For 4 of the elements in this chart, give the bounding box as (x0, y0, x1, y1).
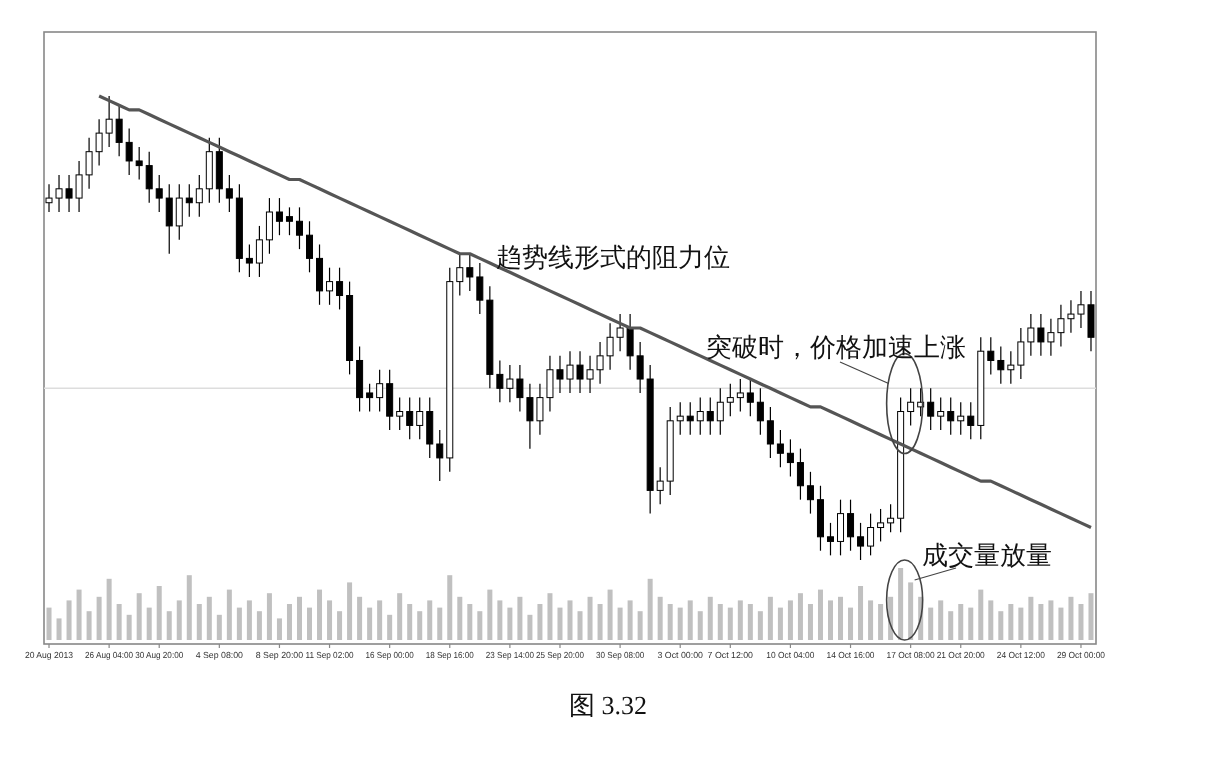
annotation: 趋势线形式的阻力位 (496, 242, 730, 272)
caption: 图 3.32 (569, 690, 647, 720)
annotation: 成交量放量 (922, 540, 1052, 570)
annotation: 突破时，价格加速上涨 (706, 332, 966, 362)
